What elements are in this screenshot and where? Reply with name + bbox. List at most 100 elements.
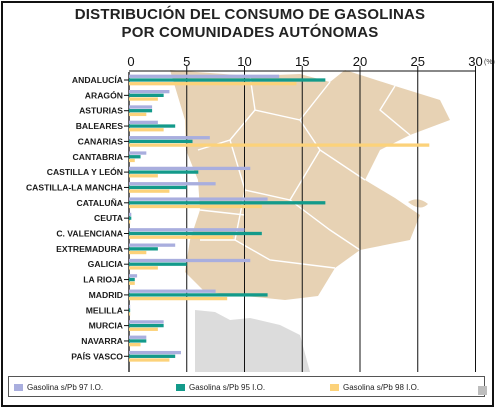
region-border [249, 75, 331, 121]
bar-series-3 [129, 112, 147, 117]
bar-series-3 [129, 250, 147, 255]
bar-series-2 [129, 277, 135, 282]
bar-series-2 [129, 231, 262, 236]
x-tick-label-20: 20 [353, 54, 367, 69]
bar-series-1 [129, 274, 138, 278]
bar-series-2 [129, 216, 132, 220]
x-axis-ticks: 0 5 10 15 20 25 30 (%) [127, 54, 495, 69]
x-tick-label-25: 25 [411, 54, 425, 69]
category-label: MURCIA [89, 321, 123, 331]
legend-swatch-95 [176, 383, 185, 391]
bar-series-2 [129, 93, 164, 97]
bar-series-3 [129, 235, 233, 239]
bar-series-1 [129, 228, 245, 232]
bar-series-2 [129, 339, 147, 343]
category-label: EXTREMADURA [56, 244, 123, 254]
bar-series-3 [129, 174, 158, 178]
bar-series-1 [129, 212, 132, 217]
bar-series-1 [129, 90, 170, 94]
category-labels: ANDALUCÍA ARAGÓN ASTURIAS BALEARES CANARIAS C… [26, 75, 129, 361]
bar-series-1 [129, 105, 153, 109]
category-label: MADRID [89, 290, 123, 300]
category-label: ANDALUCÍA [72, 75, 123, 85]
bar-series-2 [129, 293, 268, 297]
bar-series-2 [129, 155, 141, 159]
legend-item-98: Gasolina s/Pb 98 I.O. [330, 381, 419, 393]
category-label: C. VALENCIANA [56, 229, 123, 239]
bar-series-2 [129, 78, 326, 82]
category-label: LA RIOJA [83, 275, 123, 285]
legend-label-95: Gasolina s/Pb 95 I.O. [189, 382, 266, 392]
bar-series-3 [129, 327, 158, 331]
x-tick-label-10: 10 [237, 54, 251, 69]
chart-title-line-2: POR COMUNIDADES AUTÓNOMAS [121, 24, 379, 41]
bar-series-3 [129, 281, 135, 285]
bar-series-1 [129, 151, 147, 155]
bar-series-2 [129, 185, 187, 190]
bar-series-1 [129, 350, 181, 355]
bar-series-2 [129, 170, 199, 174]
legend-label-98: Gasolina s/Pb 98 I.O. [343, 382, 420, 392]
bar-series-1 [129, 74, 280, 78]
bar-series-1 [129, 335, 147, 339]
category-label: CATALUÑA [77, 198, 123, 208]
category-label: ARAGÓN [85, 89, 123, 100]
legend-swatch-98 [330, 383, 339, 391]
category-label: CASTILLA-LA MANCHA [26, 182, 123, 192]
category-label: CANARIAS [78, 136, 124, 146]
corner-decoration [478, 386, 487, 395]
bar-series-2 [129, 201, 326, 205]
x-tick-label-30: 30 [468, 54, 482, 69]
category-label: CASTILLA Y LEÓN [47, 166, 123, 177]
bar-series-3 [129, 220, 131, 224]
category-label: MELILLA [86, 305, 123, 315]
bar-series-3 [129, 266, 158, 270]
category-label: CEUTA [94, 213, 123, 223]
outer-border [1, 1, 494, 407]
category-label: GALICIA [88, 259, 123, 269]
category-label: CANTABRIA [73, 152, 123, 162]
x-tick-label-0: 0 [127, 54, 134, 69]
chart-title-line-1: DISTRIBUCIÓN DEL CONSUMO DE GASOLINAS [74, 6, 426, 23]
bar-series-3 [129, 189, 170, 193]
bar-series-3 [129, 143, 430, 147]
bar-series-1 [129, 320, 164, 324]
legend-label-97: Gasolina s/Pb 97 I.O. [27, 382, 104, 392]
category-label: PAÍS VASCO [71, 351, 123, 361]
x-tick-label-15: 15 [295, 54, 309, 69]
bar-series-3 [129, 82, 297, 86]
spain-map-background [170, 70, 450, 372]
bar-series-3 [129, 158, 135, 163]
bar-series-2 [129, 354, 176, 358]
bar-series-2 [129, 262, 187, 266]
bar-series-2 [129, 124, 176, 128]
legend-item-95: Gasolina s/Pb 95 I.O. [176, 381, 265, 393]
bar-series-1 [129, 136, 210, 140]
bar-series-1 [129, 182, 216, 186]
bar-series-3 [129, 358, 170, 362]
bar-series-2 [129, 247, 158, 251]
legend-item-97: Gasolina s/Pb 97 I.O. [14, 381, 103, 393]
bar-series-1 [129, 304, 131, 309]
bar-series-1 [129, 120, 158, 124]
category-label: BALEARES [76, 121, 124, 131]
region-border [234, 239, 336, 269]
bar-series-1 [129, 197, 268, 201]
bar-series-2 [129, 323, 164, 328]
bar-series-3 [129, 312, 131, 316]
bar-series-1 [129, 289, 216, 293]
bar-series-2 [129, 308, 131, 312]
bar-series-2 [129, 109, 153, 113]
x-unit-label: (%) [484, 59, 495, 66]
region-border [289, 199, 361, 251]
legend-swatch-97 [14, 383, 23, 391]
bar-series-3 [129, 204, 262, 209]
map-shadow [195, 310, 310, 372]
region-border [229, 139, 321, 201]
bar-series-1 [129, 166, 251, 171]
category-label: NAVARRA [81, 336, 123, 346]
region-border [199, 209, 246, 216]
x-tick-label-5: 5 [183, 54, 190, 69]
